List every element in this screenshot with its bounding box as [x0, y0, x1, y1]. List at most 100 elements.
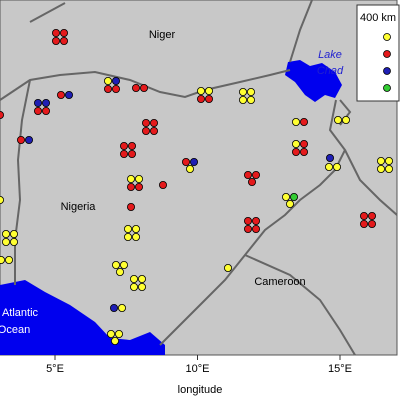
station-dot	[60, 28, 69, 37]
station-dot	[116, 267, 125, 276]
station-dot	[204, 87, 213, 96]
station-dot	[52, 37, 61, 46]
station-dot	[120, 141, 129, 150]
station-dot	[149, 119, 158, 128]
lake-chad	[285, 60, 342, 102]
station-dot	[137, 274, 146, 283]
station-markers	[0, 28, 393, 345]
ocean-label: Ocean	[0, 324, 30, 336]
legend-title: 400 km	[360, 12, 396, 24]
map-area	[0, 0, 398, 356]
lake-label: Lake	[318, 49, 342, 61]
station-dot	[332, 162, 341, 171]
station-dot	[131, 232, 140, 241]
station-dot	[124, 224, 133, 233]
station-dot	[131, 84, 140, 93]
station-dot	[367, 211, 376, 220]
station-dot	[196, 95, 205, 104]
x-tick-label: 5°E	[46, 363, 64, 375]
country-label: Cameroon	[254, 276, 305, 288]
station-dot	[359, 219, 368, 228]
station-dot	[137, 282, 146, 291]
legend-dot	[383, 67, 391, 75]
station-dot	[111, 336, 120, 345]
station-dot	[299, 147, 308, 156]
ocean-label: Atlantic	[2, 307, 39, 319]
station-dot	[134, 182, 143, 191]
station-dot	[104, 77, 113, 86]
station-dot	[120, 149, 129, 158]
station-dot	[251, 216, 260, 225]
station-dot	[131, 224, 140, 233]
station-dot	[291, 147, 300, 156]
station-dot	[196, 87, 205, 96]
station-dot	[223, 263, 232, 272]
station-dot	[333, 116, 342, 125]
station-dot	[127, 202, 136, 211]
station-dot	[127, 182, 136, 191]
station-dot	[291, 118, 300, 127]
station-dot	[341, 116, 350, 125]
station-dot	[107, 329, 116, 338]
x-axis: 5°E 10°E 15°E	[46, 355, 352, 375]
station-dot	[118, 303, 127, 312]
station-dot	[2, 237, 10, 246]
station-dot	[149, 127, 158, 136]
station-dot	[127, 141, 136, 150]
legend	[383, 33, 391, 92]
station-dot	[52, 28, 61, 37]
station-dot	[0, 256, 5, 264]
station-dot	[185, 164, 194, 173]
station-dot	[189, 157, 198, 166]
station-dot	[367, 219, 376, 228]
station-dot	[376, 156, 385, 165]
station-dot	[57, 91, 66, 100]
station-dot	[325, 153, 334, 162]
station-dot	[65, 91, 74, 100]
station-dot	[238, 88, 247, 97]
station-dot	[127, 174, 136, 183]
station-dot	[141, 119, 150, 128]
station-dot	[115, 329, 124, 338]
station-dot	[129, 274, 138, 283]
station-dot	[2, 229, 10, 238]
station-dot	[134, 174, 143, 183]
x-axis-title: longitude	[178, 384, 223, 396]
legend-dot	[383, 84, 391, 92]
station-dot	[251, 170, 260, 179]
station-dot	[243, 170, 252, 179]
station-dot	[246, 96, 255, 105]
station-dot	[281, 192, 290, 201]
station-dot	[289, 192, 298, 201]
station-dot	[124, 232, 133, 241]
station-dot	[112, 85, 121, 94]
station-dot	[238, 96, 247, 105]
station-dot	[247, 177, 256, 186]
station-dot	[24, 135, 33, 144]
station-dot	[141, 127, 150, 136]
station-dot	[181, 157, 190, 166]
station-dot	[384, 164, 393, 173]
station-dot	[285, 199, 294, 208]
country-label: Niger	[149, 29, 176, 41]
station-dot	[0, 111, 4, 119]
station-dot	[246, 88, 255, 97]
station-dot	[299, 139, 308, 148]
station-dot	[384, 156, 393, 165]
station-dot	[129, 282, 138, 291]
station-dot	[299, 118, 308, 127]
station-dot	[204, 95, 213, 104]
station-dot	[324, 162, 333, 171]
station-dot	[34, 107, 43, 116]
station-dot	[42, 99, 51, 108]
station-dot	[359, 211, 368, 220]
station-dot	[243, 216, 252, 225]
station-dot	[9, 229, 18, 238]
station-dot	[120, 260, 129, 269]
station-dot	[0, 196, 4, 204]
legend-box	[356, 4, 400, 102]
lake-label: Chad	[317, 65, 344, 77]
legend-dot	[383, 50, 391, 58]
station-dot	[251, 224, 260, 233]
